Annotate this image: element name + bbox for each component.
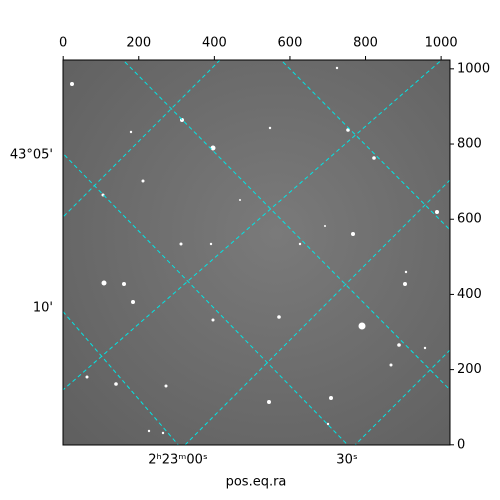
y-tick-label: 800 <box>457 137 482 152</box>
y-tick-label: 1000 <box>457 61 490 76</box>
coordinate-grid <box>63 60 450 445</box>
ra-grid-line <box>63 310 180 445</box>
world-y-tick-label: 10' <box>33 301 53 316</box>
y-tick-label: 200 <box>457 362 482 377</box>
y-tick-label: 0 <box>457 437 465 452</box>
x-tick-label: 600 <box>278 36 303 51</box>
y-tick-label: 400 <box>457 287 482 302</box>
world-y-tick-label: 43°05' <box>10 148 53 163</box>
dec-grid-line <box>184 179 450 445</box>
x-tick-label: 1000 <box>425 36 458 51</box>
dec-grid-line <box>354 349 450 445</box>
plot-frame <box>62 59 451 446</box>
x-tick-label: 800 <box>353 36 378 51</box>
world-x-tick-label: 30ˢ <box>336 453 358 468</box>
stars <box>70 66 439 435</box>
x-tick-label: 0 <box>59 36 67 51</box>
dec-grid-line <box>63 60 443 391</box>
x-tick-label: 400 <box>202 36 227 51</box>
sky-image <box>63 60 450 445</box>
x-tick-label: 200 <box>126 36 151 51</box>
world-x-tick-label: 2ʰ23ᵐ00ˢ <box>148 453 208 468</box>
y-tick-label: 600 <box>457 212 482 227</box>
ra-grid-line <box>122 60 450 391</box>
ra-grid-line <box>280 60 450 231</box>
x-axis-label: pos.eq.ra <box>226 475 287 490</box>
dec-grid-line <box>63 60 221 218</box>
